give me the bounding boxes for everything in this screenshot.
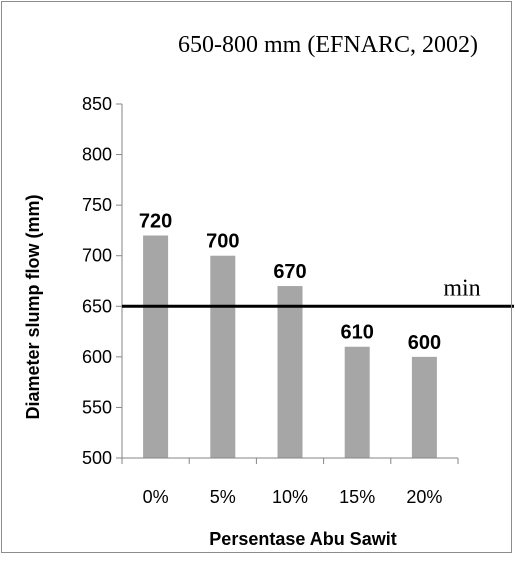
- reference-line-label: min: [443, 275, 480, 301]
- x-tick-label-0: 0%: [143, 487, 169, 507]
- y-tick-label-4: 700: [82, 246, 112, 266]
- bar-4: [411, 356, 437, 458]
- axes-layer: 0% 5% 10% 15% 20% 500 550 600 650 700 750 800 850: [82, 94, 459, 507]
- chart-frame: [1, 1, 512, 553]
- y-axis-title: Diameter slump flow (mm): [23, 194, 43, 419]
- data-label-3: 610: [341, 322, 374, 344]
- y-tick-label-7: 850: [82, 94, 112, 114]
- data-label-2: 670: [273, 261, 306, 283]
- bar-2: [277, 286, 303, 458]
- x-tick-label-2: 10%: [272, 487, 308, 507]
- bar-3: [344, 346, 370, 458]
- x-axis-title: Persentase Abu Sawit: [209, 529, 396, 549]
- range-annotation: 650-800 mm (EFNARC, 2002): [178, 32, 478, 58]
- reference-layer: min: [122, 275, 514, 308]
- y-tick-label-6: 800: [82, 145, 112, 165]
- y-tick-label-2: 600: [82, 347, 112, 367]
- x-tick-label-1: 5%: [210, 487, 236, 507]
- bar-1: [210, 255, 236, 458]
- data-label-0: 720: [139, 210, 172, 232]
- y-tick-label-3: 650: [82, 296, 112, 316]
- y-tick-label-5: 750: [82, 195, 112, 215]
- data-label-4: 600: [408, 332, 441, 354]
- x-tick-label-3: 15%: [339, 487, 375, 507]
- bars-layer: 720 700 670 610 600: [139, 210, 441, 458]
- data-label-1: 700: [206, 231, 239, 253]
- bar-0: [143, 235, 169, 458]
- y-tick-label-0: 500: [82, 448, 112, 468]
- x-tick-label-4: 20%: [406, 487, 442, 507]
- y-tick-label-1: 550: [82, 397, 112, 417]
